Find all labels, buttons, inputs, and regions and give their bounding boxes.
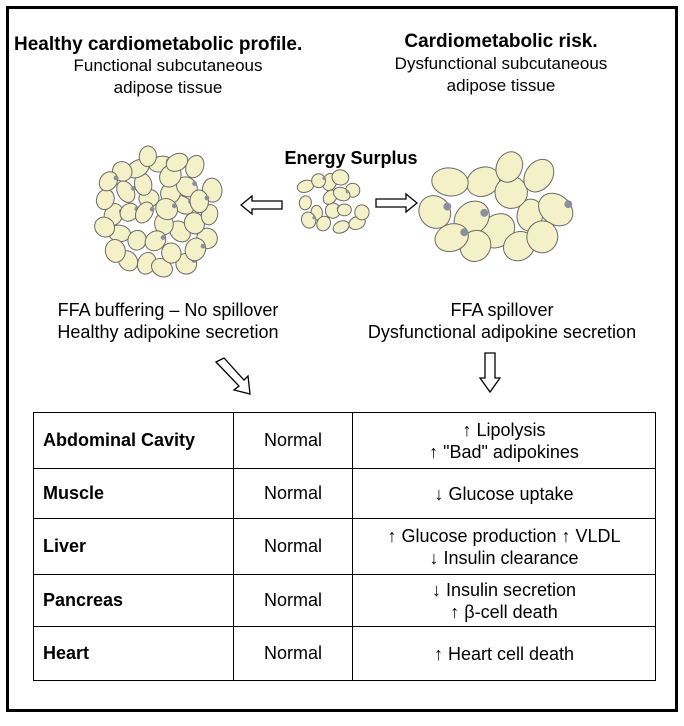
healthy-adipose-cluster bbox=[94, 145, 223, 278]
cell-nucleus bbox=[322, 176, 326, 181]
cell-nucleus bbox=[113, 175, 119, 181]
dysfunctional-adipose-cluster bbox=[418, 151, 574, 262]
adipocyte-cell bbox=[165, 152, 189, 172]
organ-label: Liver bbox=[33, 518, 234, 575]
risk-effect: ↓ Glucose uptake bbox=[352, 468, 656, 519]
adipocyte-cell bbox=[311, 173, 326, 189]
risk-effect-line1: ↓ Insulin secretion bbox=[431, 579, 577, 600]
risk-effect-line1: ↑ Glucose production ↑ VLDL bbox=[387, 525, 621, 546]
risk-subtitle-line2: adipose tissue bbox=[446, 76, 556, 95]
healthy-effect: Normal bbox=[233, 574, 353, 627]
organ-label: Muscle bbox=[33, 468, 234, 519]
risk-effect-line1: ↓ Glucose uptake bbox=[434, 483, 574, 504]
risk-effect-line1: ↑ Lipolysis bbox=[462, 419, 546, 440]
healthy-subtitle-line1: Functional subcutaneous bbox=[73, 56, 263, 75]
risk-effect-line2: ↑ β-cell death bbox=[450, 601, 558, 622]
figure-frame bbox=[6, 6, 678, 712]
healthy-effect: Normal bbox=[233, 412, 353, 469]
risk-effect-line1: ↑ Heart cell death bbox=[433, 643, 575, 664]
risk-effect: ↑ Lipolysis ↑ "Bad" adipokines bbox=[352, 412, 656, 469]
adipocyte-cell bbox=[104, 239, 126, 263]
cell-nucleus bbox=[312, 215, 317, 220]
risk-outcome-line2: Dysfunctional adipokine secretion bbox=[367, 322, 637, 342]
adipocyte-cell bbox=[431, 167, 469, 197]
adipocyte-cell bbox=[135, 201, 154, 224]
healthy-outcome-line2: Healthy adipokine secretion bbox=[57, 322, 279, 342]
healthy-effect: Normal bbox=[233, 468, 353, 519]
adipocyte-cell bbox=[189, 189, 209, 214]
adipocyte-cell bbox=[333, 186, 351, 202]
adipocyte-cell bbox=[337, 203, 352, 217]
adipocyte-cell bbox=[316, 215, 331, 232]
cell-nucleus bbox=[149, 206, 155, 212]
adipocyte-cell bbox=[523, 158, 555, 193]
adipocyte-cell bbox=[495, 151, 524, 183]
risk-title: Cardiometabolic risk. bbox=[404, 31, 598, 52]
healthy-effect: Normal bbox=[233, 518, 353, 575]
adipocyte-cell bbox=[94, 216, 116, 238]
healthy-subtitle-line2: adipose tissue bbox=[113, 78, 223, 97]
cell-nucleus bbox=[564, 200, 573, 209]
cell-nucleus bbox=[200, 243, 206, 249]
risk-outcome-line1: FFA spillover bbox=[450, 300, 554, 320]
risk-effect: ↑ Glucose production ↑ VLDL ↓ Insulin cl… bbox=[352, 518, 656, 575]
adipocyte-cell bbox=[332, 220, 350, 234]
adipocyte-cell bbox=[184, 237, 207, 262]
adipocyte-cell bbox=[298, 195, 312, 211]
adipocyte-cell bbox=[119, 202, 139, 222]
energy-surplus-cluster bbox=[296, 169, 370, 234]
organ-label: Heart bbox=[33, 626, 234, 681]
energy-surplus-label: Energy Surplus bbox=[284, 148, 418, 168]
adipocyte-cell bbox=[161, 242, 182, 264]
down-arrow-icon bbox=[478, 352, 502, 394]
organ-label: Abdominal Cavity bbox=[33, 412, 234, 469]
table-row: Muscle Normal ↓ Glucose uptake bbox=[33, 468, 656, 519]
right-arrow-icon bbox=[375, 192, 419, 214]
table-row: Pancreas Normal ↓ Insulin secretion ↑ β-… bbox=[33, 574, 656, 627]
cell-nucleus bbox=[204, 195, 210, 201]
cell-nucleus bbox=[171, 203, 177, 209]
adipocyte-cell bbox=[354, 204, 370, 221]
cell-nucleus bbox=[160, 235, 166, 240]
adipocyte-cell bbox=[526, 220, 559, 254]
risk-effect: ↓ Insulin secretion ↑ β-cell death bbox=[352, 574, 656, 627]
adipocyte-cell bbox=[155, 198, 178, 221]
table-row: Heart Normal ↑ Heart cell death bbox=[33, 626, 656, 681]
organ-label: Pancreas bbox=[33, 574, 234, 627]
risk-effect-line2: ↓ Insulin clearance bbox=[429, 547, 579, 568]
table-row: Abdominal Cavity Normal ↑ Lipolysis ↑ "B… bbox=[33, 412, 656, 469]
risk-subtitle-line1: Dysfunctional subcutaneous bbox=[394, 54, 608, 73]
left-arrow-icon bbox=[239, 194, 283, 216]
cell-nucleus bbox=[480, 208, 489, 217]
cell-nucleus bbox=[460, 228, 469, 237]
healthy-outcome-line1: FFA buffering – No spillover bbox=[57, 300, 279, 320]
risk-effect: ↑ Heart cell death bbox=[352, 626, 656, 681]
cell-nucleus bbox=[345, 189, 350, 194]
cell-nucleus bbox=[443, 202, 452, 211]
organ-effects-table: Abdominal Cavity Normal ↑ Lipolysis ↑ "B… bbox=[33, 412, 656, 681]
healthy-effect: Normal bbox=[233, 626, 353, 681]
adipocyte-cell bbox=[98, 171, 119, 192]
diagonal-down-arrow-icon bbox=[214, 357, 251, 395]
adipocyte-cell bbox=[138, 145, 157, 168]
adipocyte-cell bbox=[331, 169, 350, 186]
adipocyte-cell bbox=[144, 230, 167, 252]
risk-effect-line2: ↑ "Bad" adipokines bbox=[429, 441, 579, 462]
healthy-profile-title: Healthy cardiometabolic profile. bbox=[14, 34, 303, 55]
cell-nucleus bbox=[192, 181, 197, 186]
table-row: Liver Normal ↑ Glucose production ↑ VLDL… bbox=[33, 518, 656, 575]
